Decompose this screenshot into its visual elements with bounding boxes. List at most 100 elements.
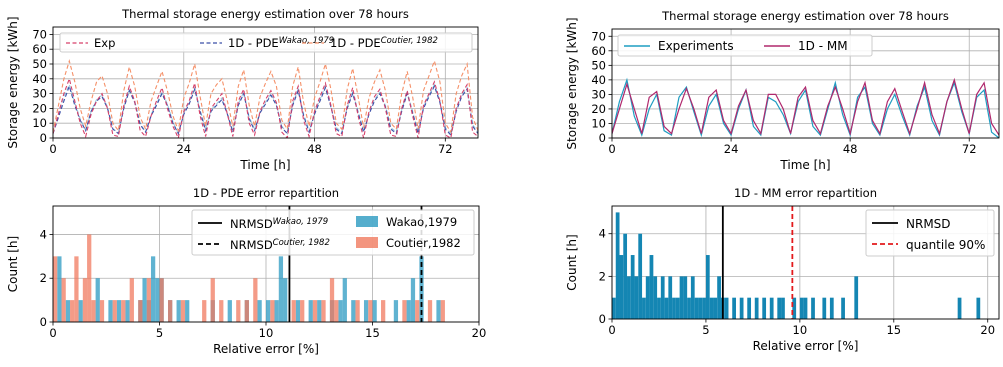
histogram-bar — [227, 300, 232, 322]
histogram-bar — [146, 278, 151, 322]
histogram-bar — [244, 300, 249, 322]
series-line — [53, 76, 478, 138]
histogram-bar — [690, 276, 695, 319]
histogram-bar — [116, 300, 122, 322]
histogram-bar — [623, 233, 628, 319]
y-tick-label: 30 — [32, 87, 47, 101]
histogram-bar — [976, 297, 981, 319]
histogram-bar — [372, 300, 377, 322]
y-tick-label: 60 — [591, 44, 606, 58]
histogram-bar — [95, 278, 100, 322]
y-tick-label: 2 — [40, 271, 47, 285]
legend-label: 1D - MM — [798, 39, 848, 53]
x-tick-label: 5 — [156, 326, 163, 340]
histogram-bar — [87, 234, 92, 322]
histogram-bar — [91, 300, 96, 322]
histogram-bar — [78, 300, 83, 322]
legend-label: Coutier,1982 — [386, 236, 461, 250]
histogram-bar — [185, 300, 190, 322]
y-axis-label: Count [h] — [565, 234, 579, 290]
histogram-bar — [53, 256, 58, 322]
y-tick-label: 0 — [599, 131, 606, 145]
x-axis-label: Time [h] — [239, 158, 290, 172]
histogram-bar — [657, 297, 661, 319]
histogram-bar — [642, 297, 646, 319]
legend-swatch — [356, 216, 378, 227]
histogram-bar — [65, 300, 71, 322]
series-line — [612, 77, 999, 136]
x-tick-label: 24 — [724, 142, 739, 156]
histogram-bar — [612, 297, 616, 319]
x-tick-label: 72 — [438, 142, 453, 156]
histogram-bar — [660, 276, 665, 319]
histogram-bar — [406, 300, 411, 322]
histogram-bar — [138, 300, 143, 322]
x-tick-label: 72 — [962, 142, 977, 156]
histogram-bar — [854, 276, 859, 319]
histogram-bar — [829, 297, 834, 319]
histogram-bar — [70, 300, 75, 322]
histogram-bar — [210, 278, 215, 322]
histogram-bar — [155, 278, 160, 322]
histogram-bar — [732, 297, 736, 319]
histogram-bar — [99, 300, 105, 322]
histogram-bar — [687, 297, 691, 319]
y-tick-label: 10 — [591, 116, 606, 130]
histogram-bar — [664, 297, 669, 319]
legend-box — [59, 32, 473, 53]
plot-frame — [611, 28, 1000, 139]
histogram-bar — [257, 300, 262, 322]
histogram-bar — [679, 276, 684, 319]
histogram-bar — [168, 300, 173, 322]
histogram-bar — [274, 300, 279, 322]
histogram-bar — [355, 300, 360, 322]
x-tick-label: 15 — [365, 326, 380, 340]
x-tick-label: 5 — [702, 323, 709, 337]
histogram-bar — [61, 278, 66, 322]
histogram-bar — [308, 300, 313, 322]
histogram-bar — [822, 297, 827, 319]
histogram-bar — [717, 276, 721, 319]
series-line — [53, 84, 478, 137]
legend-label: Experiments — [658, 39, 734, 53]
histogram-bar — [253, 278, 258, 322]
histogram-bar — [649, 255, 654, 319]
histogram-bar — [694, 297, 699, 319]
histogram-bar — [427, 300, 433, 322]
histogram-bar — [270, 300, 275, 322]
legend-swatch — [356, 237, 378, 248]
histogram-bar — [291, 300, 296, 322]
series-line — [53, 58, 478, 134]
legend-box — [617, 34, 873, 57]
histogram-bar — [150, 256, 156, 322]
y-tick-label: 10 — [32, 116, 47, 130]
histogram-bar — [705, 255, 710, 319]
legend-label: Exp — [94, 36, 115, 50]
chart-title: 1D - MM error repartition — [734, 186, 877, 200]
histogram-bar — [436, 300, 441, 322]
y-tick-label: 20 — [591, 102, 606, 116]
series-line — [53, 83, 478, 136]
histogram-bar — [142, 278, 147, 322]
histogram-bar — [180, 300, 186, 322]
histogram-bar — [415, 300, 420, 322]
chart-title: Thermal storage energy estimation over 7… — [121, 7, 409, 21]
histogram-bar — [278, 256, 284, 322]
histogram-bar — [283, 278, 288, 322]
x-tick-label: 0 — [608, 323, 615, 337]
histogram-bar — [129, 278, 134, 322]
histogram-bar — [713, 297, 718, 319]
histogram-bar — [82, 278, 88, 322]
histogram-bar — [724, 297, 729, 319]
histogram-bar — [841, 297, 845, 319]
histogram-bar — [363, 300, 369, 322]
legend-label: NRMSDCoutier, 1982 — [230, 238, 330, 252]
histogram-bar — [219, 300, 224, 322]
chart-title: 1D - PDE error repartition — [193, 186, 339, 200]
legend-label: 1D - PDECoutier, 1982 — [330, 36, 438, 50]
histogram-bar — [121, 300, 126, 322]
